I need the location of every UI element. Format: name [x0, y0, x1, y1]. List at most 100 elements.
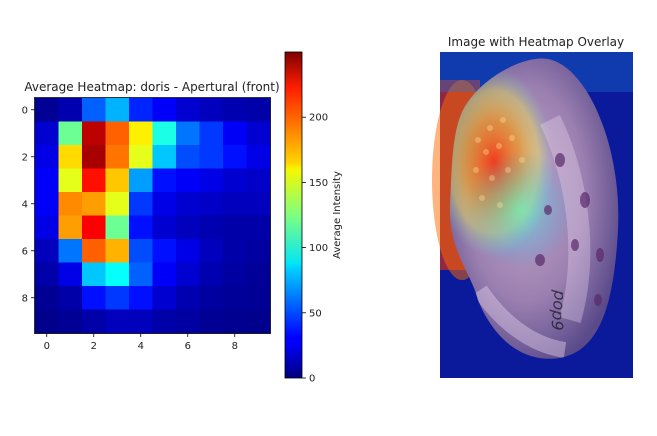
overlay-image: pop9	[432, 52, 633, 378]
colorbar-ticks: 0 50 100 150 200	[302, 113, 328, 385]
heatmap-cell	[223, 309, 247, 334]
heatmap-cell	[199, 121, 224, 146]
heatmap-cell	[176, 98, 200, 122]
heatmap-cell	[176, 309, 200, 334]
heatmap-cell	[199, 262, 224, 287]
overlay-title: Image with Heatmap Overlay	[448, 35, 624, 49]
heatmap-cell	[58, 309, 83, 334]
heatmap-cell	[199, 98, 224, 122]
heatmap-cell	[105, 98, 130, 122]
y-tick-label: 0	[22, 105, 28, 116]
heatmap-cell	[176, 145, 200, 169]
heatmap-cell	[58, 239, 83, 263]
heatmap-cell	[246, 98, 271, 122]
heatmap-panel: Average Heatmap: doris - Apertural (fron…	[22, 80, 280, 352]
shell-texture	[473, 117, 525, 208]
heatmap-cell	[35, 262, 59, 287]
heatmap-cell	[152, 239, 177, 263]
heatmap-y-ticks: 0 2 4 6 8	[22, 105, 35, 304]
colorbar-tick-label: 200	[309, 113, 328, 124]
heatmap-cell	[223, 262, 247, 287]
colorbar: 0 50 100 150 200 Average Intensity	[284, 51, 343, 385]
heatmap-cell	[129, 98, 153, 122]
heatmap-cell	[82, 262, 106, 287]
heatmap-cell	[82, 121, 106, 146]
y-tick-label: 4	[22, 199, 28, 210]
heatmap-cell	[58, 98, 83, 122]
heatmap-cell	[152, 98, 177, 122]
heatmap-cell	[246, 192, 271, 216]
heatmap-cell	[246, 286, 271, 310]
heatmap-cell	[82, 145, 106, 169]
x-tick-label: 2	[91, 341, 97, 352]
heatmap-cell	[58, 168, 83, 193]
heatmap-cell	[105, 168, 130, 193]
colorbar-tick-label: 150	[309, 178, 328, 189]
heatmap-cell	[129, 215, 153, 240]
heatmap-cell	[129, 192, 153, 216]
heatmap-cell	[35, 215, 59, 240]
heatmap-cell	[152, 262, 177, 287]
heatmap-cell	[35, 98, 59, 122]
heatmap-cell	[129, 262, 153, 287]
x-tick-label: 6	[185, 341, 191, 352]
heatmap-title: Average Heatmap: doris - Apertural (fron…	[24, 80, 279, 94]
heatmap-cell	[246, 121, 271, 146]
heatmap-cell	[176, 286, 200, 310]
shell-lip	[473, 285, 567, 358]
heatmap-cell	[129, 145, 153, 169]
y-tick-label: 8	[22, 293, 28, 304]
heatmap-cell	[82, 98, 106, 122]
heatmap-cell	[152, 121, 177, 146]
heatmap-cell	[246, 215, 271, 240]
heatmap-cell	[82, 309, 106, 334]
heatmap-cell	[176, 262, 200, 287]
heatmap-cell	[35, 239, 59, 263]
heatmap-cell	[35, 309, 59, 334]
overlay-panel: Image with Heatmap Overlay	[432, 35, 633, 378]
heatmap-cell	[82, 192, 106, 216]
heatmap-cell	[58, 145, 83, 169]
heatmap-cell	[246, 262, 271, 287]
heatmap-cell	[223, 121, 247, 146]
heatmap-cell	[58, 192, 83, 216]
heatmap-cell	[129, 168, 153, 193]
heatmap-cell	[152, 192, 177, 216]
heatmap-cell	[82, 168, 106, 193]
colorbar-tick-label: 50	[309, 308, 322, 319]
heatmap-cell	[199, 145, 224, 169]
heatmap-cell	[199, 168, 224, 193]
heatmap-cell	[152, 168, 177, 193]
heatmap-cell	[35, 168, 59, 193]
y-tick-label: 6	[22, 246, 28, 257]
heatmap-cell	[246, 309, 271, 334]
heatmap-cell	[105, 239, 130, 263]
heatmap-cell	[129, 309, 153, 334]
heatmap-cell	[105, 215, 130, 240]
heatmap-cell	[35, 286, 59, 310]
heatmap-cell	[199, 286, 224, 310]
heatmap-cell	[223, 215, 247, 240]
heatmap-cell	[176, 192, 200, 216]
colorbar-gradient	[285, 52, 302, 378]
heatmap-cell	[152, 286, 177, 310]
heatmap-cell	[223, 239, 247, 263]
shell-spots	[535, 153, 604, 306]
heatmap-cell	[58, 262, 83, 287]
heatmap-cell	[246, 168, 271, 193]
x-tick-label: 0	[44, 341, 50, 352]
colorbar-tick-label: 0	[309, 374, 315, 385]
x-tick-label: 8	[232, 341, 238, 352]
heatmap-cell	[82, 239, 106, 263]
heatmap-cell	[129, 121, 153, 146]
heatmap-cell	[199, 239, 224, 263]
heatmap-cell	[152, 145, 177, 169]
heatmap-cell	[58, 121, 83, 146]
heatmap-frame	[34, 97, 271, 334]
heatmap-cell	[199, 192, 224, 216]
heatmap-cell	[223, 192, 247, 216]
heatmap-cell	[223, 286, 247, 310]
shell-inscription: pop9	[547, 289, 570, 332]
